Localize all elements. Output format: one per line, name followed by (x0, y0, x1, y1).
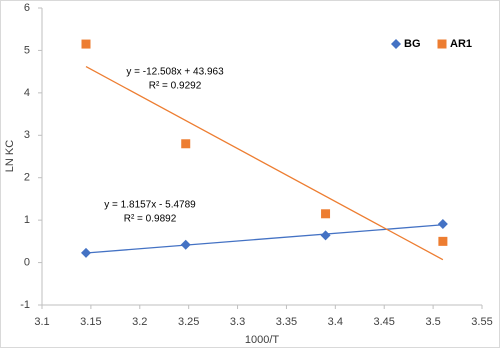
trend-r2: R² = 0.9892 (124, 214, 177, 225)
x-tick-label: 3.35 (276, 316, 297, 328)
y-tick-label: 6 (24, 2, 30, 14)
x-tick-label: 3.5 (425, 316, 440, 328)
trend-equation: y = 1.8157x - 5.4789 (104, 200, 196, 211)
legend-label: AR1 (450, 38, 472, 50)
x-tick-label: 3.3 (230, 316, 245, 328)
y-axis-title: LN KC (4, 140, 16, 172)
y-tick-label: 5 (24, 44, 30, 56)
point (437, 218, 448, 229)
x-tick-label: 3.4 (328, 316, 343, 328)
legend-marker (391, 39, 401, 49)
point (181, 139, 191, 149)
legend-label: BG (404, 38, 421, 50)
x-tick-label: 3.2 (132, 316, 147, 328)
y-tick-label: 0 (24, 256, 30, 268)
point (81, 39, 91, 49)
point (180, 239, 191, 250)
x-tick-label: 3.1 (34, 316, 49, 328)
point (438, 236, 448, 246)
x-tick-label: 3.15 (80, 316, 101, 328)
point (321, 209, 331, 219)
y-tick-label: 4 (24, 87, 30, 99)
y-tick-label: 2 (24, 172, 30, 184)
x-tick-label: 3.45 (374, 316, 395, 328)
x-tick-label: 3.55 (471, 316, 492, 328)
trendline (85, 224, 443, 254)
trend-equation: y = -12.508x + 43.963 (126, 67, 224, 78)
y-tick-label: 3 (24, 129, 30, 141)
point (81, 247, 91, 258)
legend-marker (437, 39, 447, 49)
trend-r2: R² = 0.9292 (149, 81, 202, 92)
trendline (85, 66, 444, 261)
x-tick-label: 3.25 (178, 316, 199, 328)
y-tick-label: -1 (20, 299, 30, 311)
y-tick-label: 1 (24, 214, 30, 226)
point (320, 230, 331, 241)
x-axis-title: 1000/T (245, 334, 280, 346)
